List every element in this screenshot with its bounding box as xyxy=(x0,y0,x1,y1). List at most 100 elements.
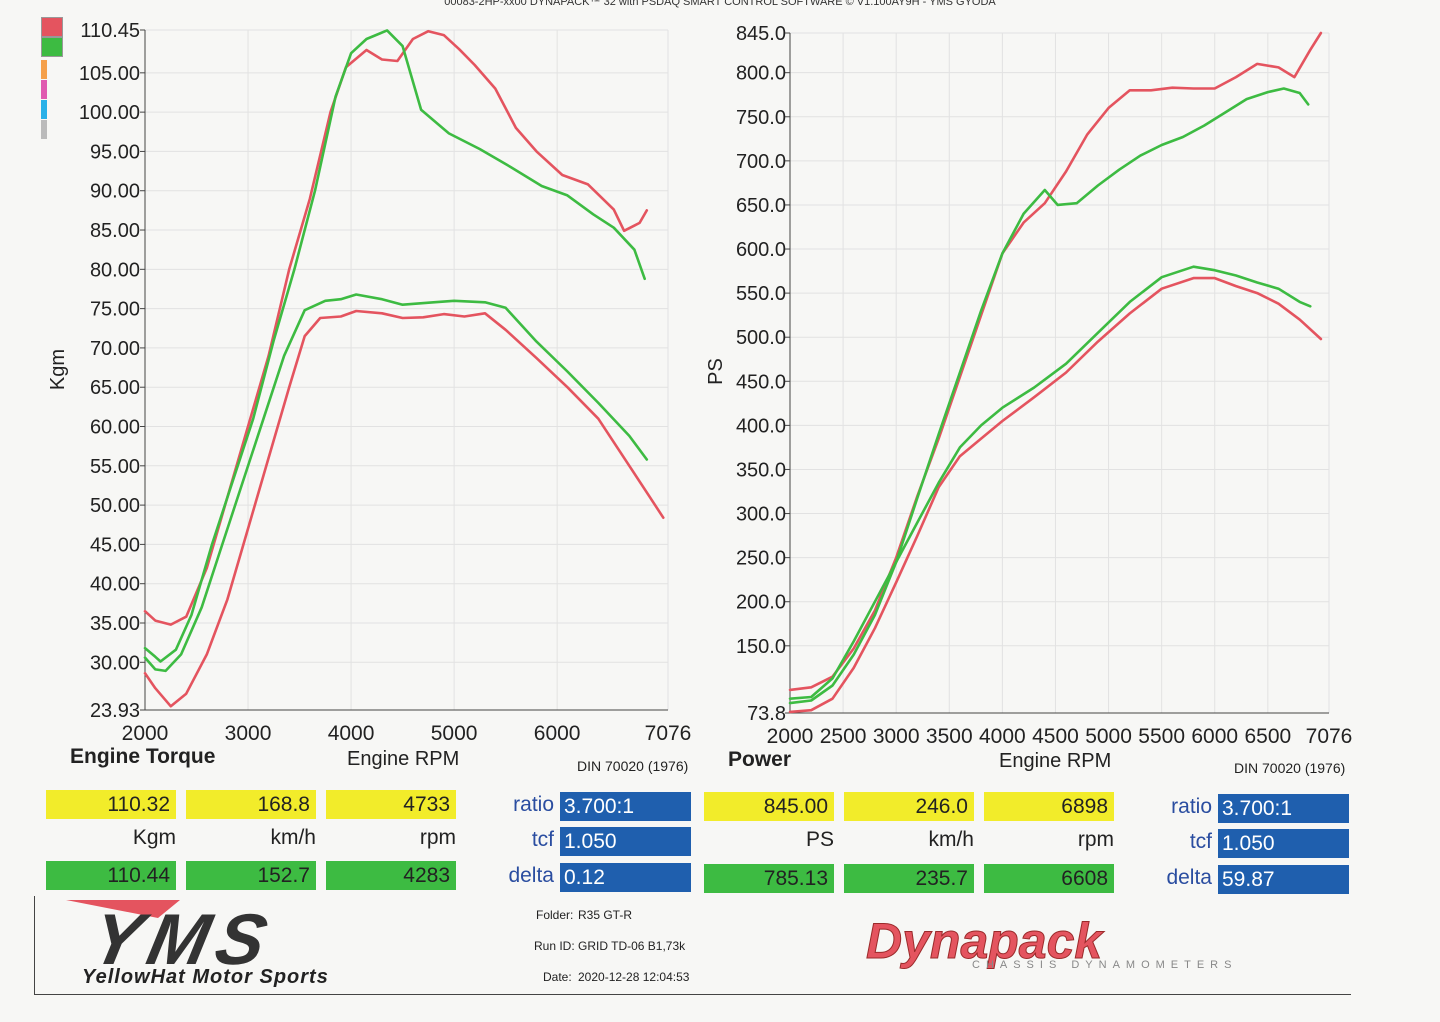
report-header: 00083-2HP-xx00 DYNAPACK™ 32 with PSDAQ S… xyxy=(444,0,996,8)
power-ratio-value: 3.700:1 xyxy=(1218,794,1349,823)
x-tick-label: 3000 xyxy=(873,725,920,748)
x-tick-label: 6000 xyxy=(534,722,581,745)
y-tick-label: 150.0 xyxy=(736,636,786,658)
power-unit-rpm: rpm xyxy=(1077,828,1114,851)
x-tick-label: 2500 xyxy=(820,725,867,748)
power-tcf-label: tcf xyxy=(1189,830,1212,853)
folder-value: R35 GT-R xyxy=(578,908,633,922)
power-unit-kmh: km/h xyxy=(928,828,974,851)
y-tick-label: 600.0 xyxy=(736,239,786,261)
y-tick-label: 80.00 xyxy=(90,259,140,281)
folder-label: Folder: xyxy=(536,908,574,922)
y-tick-label: 450.0 xyxy=(736,371,786,393)
series-line-3 xyxy=(143,293,649,673)
power-tcf-value: 1.050 xyxy=(1218,829,1349,858)
yms-logo-text: YMS xyxy=(85,900,282,968)
y-tick-label: 73.8 xyxy=(747,703,786,725)
y-tick-label: 55.00 xyxy=(90,456,140,478)
x-tick-label: 6000 xyxy=(1191,725,1238,748)
x-tick-label: 7076 xyxy=(645,722,692,745)
legend-swatch-gray xyxy=(41,120,47,139)
y-tick-label: 250.0 xyxy=(736,548,786,570)
y-tick-label: 90.00 xyxy=(90,181,140,203)
power-compare-speed: 235.7 xyxy=(844,864,974,893)
y-tick-label: 95.00 xyxy=(90,141,140,163)
legend-swatch-green xyxy=(41,37,63,57)
y-tick-label: 750.0 xyxy=(736,107,786,129)
torque-tcf-label: tcf xyxy=(531,828,554,851)
y-tick-label: 50.00 xyxy=(90,495,140,517)
torque-delta-label: delta xyxy=(508,864,554,887)
power-x-axis-title: Engine RPM xyxy=(999,750,1112,772)
legend-swatch-red xyxy=(41,17,63,37)
torque-delta-value: 0.12 xyxy=(560,863,691,892)
x-tick-label: 7076 xyxy=(1306,725,1353,748)
torque-ratio-label: ratio xyxy=(513,793,554,816)
x-tick-label: 3500 xyxy=(926,725,973,748)
power-compare-value: 785.13 xyxy=(704,864,834,893)
power-peak-speed: 246.0 xyxy=(844,792,974,821)
power-y-axis-title: PS xyxy=(704,358,727,385)
torque-unit-kmh: km/h xyxy=(270,826,316,849)
y-tick-label: 500.0 xyxy=(736,327,786,349)
x-tick-label: 4000 xyxy=(979,725,1026,748)
y-tick-label: 845.0 xyxy=(736,23,786,45)
y-tick-label: 110.45 xyxy=(80,20,140,42)
power-delta-label: delta xyxy=(1166,866,1212,889)
date-value: 2020-12-28 12:04:53 xyxy=(578,970,690,984)
y-tick-label: 100.00 xyxy=(79,102,140,124)
y-tick-label: 300.0 xyxy=(736,504,786,526)
x-tick-label: 4500 xyxy=(1032,725,1079,748)
torque-peak-speed: 168.8 xyxy=(186,790,316,819)
run-id-label: Run ID: xyxy=(534,939,575,953)
x-tick-label: 4000 xyxy=(328,722,375,745)
torque-y-axis-title: Kgm xyxy=(47,348,70,391)
y-tick-label: 200.0 xyxy=(736,592,786,614)
power-panel-title: Power xyxy=(728,748,792,771)
yms-logo-subtitle: YellowHat Motor Sports xyxy=(82,966,329,988)
torque-chart: 2000 3000 4000 5000 6000 7076 110.45 105.00 100.… xyxy=(79,20,692,745)
torque-unit-kgm: Kgm xyxy=(132,826,176,849)
dynapack-logo-subtitle: CHASSIS DYNAMOMETERS xyxy=(972,959,1237,971)
y-tick-label: 40.00 xyxy=(90,574,140,596)
y-tick-label: 350.0 xyxy=(736,459,786,481)
torque-peak-rpm: 4733 xyxy=(326,790,456,819)
y-tick-label: 30.00 xyxy=(90,652,140,674)
x-tick-label: 5500 xyxy=(1138,725,1185,748)
y-tick-label: 800.0 xyxy=(736,63,786,85)
dynapack-logo: Dynapack CHASSIS DYNAMOMETERS xyxy=(866,913,1237,972)
x-tick-label: 5000 xyxy=(1085,725,1132,748)
torque-peak-value: 110.32 xyxy=(46,790,176,819)
y-tick-label: 85.00 xyxy=(90,220,140,242)
torque-x-axis-title: Engine RPM xyxy=(347,748,460,770)
power-delta-value: 59.87 xyxy=(1218,865,1349,894)
y-tick-label: 23.93 xyxy=(90,700,140,722)
x-tick-label: 2000 xyxy=(767,725,814,748)
yms-logo: YMS xyxy=(66,900,282,968)
y-tick-label: 400.0 xyxy=(736,415,786,437)
series-line-2 xyxy=(788,276,1323,714)
y-tick-label: 45.00 xyxy=(90,534,140,556)
y-tick-label: 65.00 xyxy=(90,377,140,399)
torque-ratio-value: 3.700:1 xyxy=(560,792,691,821)
y-tick-label: 35.00 xyxy=(90,613,140,635)
y-tick-label: 60.00 xyxy=(90,417,140,439)
torque-compare-value: 110.44 xyxy=(46,861,176,890)
torque-compare-rpm: 4283 xyxy=(326,861,456,890)
torque-tcf-value: 1.050 xyxy=(560,827,691,856)
y-tick-label: 70.00 xyxy=(90,338,140,360)
series-line-3 xyxy=(788,265,1312,700)
y-tick-label: 700.0 xyxy=(736,151,786,173)
series-line-0 xyxy=(788,31,1323,692)
torque-panel-title: Engine Torque xyxy=(70,745,216,768)
date-label: Date: xyxy=(543,970,572,984)
dynapack-logo-text: Dynapack xyxy=(866,913,1104,969)
torque-unit-rpm: rpm xyxy=(419,826,456,849)
series-line-1 xyxy=(788,87,1310,705)
footer-frame xyxy=(34,896,1351,995)
y-tick-label: 75.00 xyxy=(90,299,140,321)
power-din-note: DIN 70020 (1976) xyxy=(1234,760,1346,776)
series-line-0 xyxy=(143,29,649,626)
series-line-2 xyxy=(143,309,665,708)
